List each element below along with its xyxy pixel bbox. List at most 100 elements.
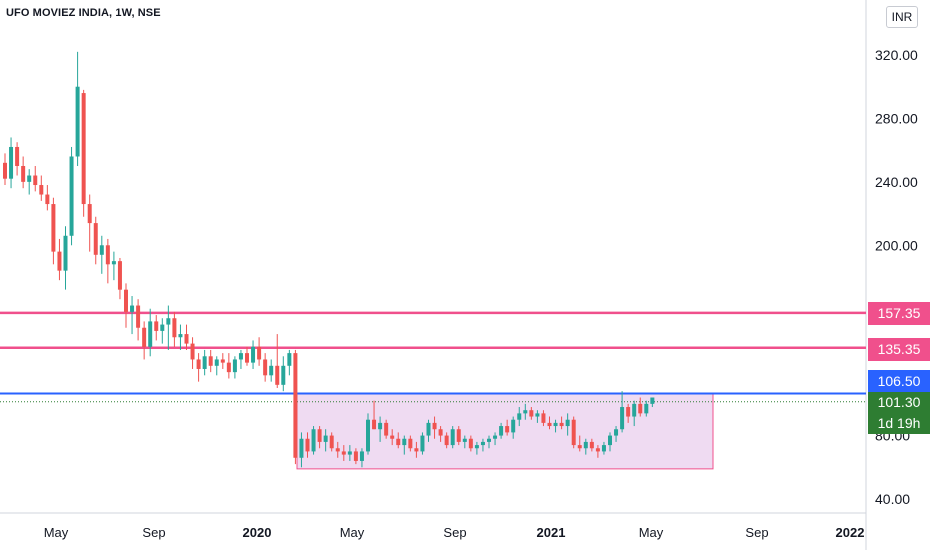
price-tick-label: 320.00 xyxy=(875,47,918,63)
candle-body xyxy=(553,422,558,427)
candle xyxy=(323,429,328,452)
candle-body xyxy=(57,251,62,271)
candle-body xyxy=(559,422,564,427)
candle xyxy=(299,432,304,468)
candle xyxy=(414,441,419,458)
candle-body xyxy=(238,353,243,360)
candle xyxy=(372,400,377,430)
candle-body xyxy=(529,410,534,417)
candle xyxy=(353,448,358,465)
candle-body xyxy=(426,422,431,436)
candle-body xyxy=(21,166,26,182)
candle-body xyxy=(353,451,358,461)
candle xyxy=(529,407,534,420)
candle xyxy=(245,346,249,366)
candle-body xyxy=(75,86,80,157)
candle xyxy=(214,356,219,376)
candle xyxy=(384,419,389,439)
candle-body xyxy=(69,156,74,236)
candle xyxy=(178,324,183,350)
candle xyxy=(142,321,147,360)
candle-body xyxy=(311,429,316,452)
candle xyxy=(462,435,467,449)
candle xyxy=(184,324,189,350)
candle xyxy=(136,299,141,341)
candle xyxy=(583,438,588,455)
candle-body xyxy=(208,356,213,366)
candle xyxy=(378,416,383,442)
candle-body xyxy=(487,438,491,442)
time-tick-label: Sep xyxy=(745,525,768,540)
candle-body xyxy=(136,305,141,328)
candle xyxy=(480,438,485,452)
candle-body xyxy=(3,162,7,179)
candle xyxy=(366,413,370,455)
candle-body xyxy=(601,445,606,452)
candle xyxy=(57,238,62,281)
candle-body xyxy=(626,407,631,417)
symbol-title: UFO MOVIEZ INDIA, 1W, NSE xyxy=(6,7,161,19)
candle xyxy=(154,315,159,341)
candle-body xyxy=(390,435,395,439)
candle-body xyxy=(124,289,128,312)
range-box[interactable] xyxy=(296,393,714,470)
currency-button[interactable]: INR xyxy=(886,6,918,28)
time-axis-labels: May Sep 2020 May Sep 2021 May Sep 2022 xyxy=(44,525,865,540)
candle xyxy=(287,349,292,376)
time-tick-label: 2020 xyxy=(243,525,272,540)
candle xyxy=(148,308,153,357)
candle xyxy=(281,356,286,392)
candle-body xyxy=(384,422,389,436)
price-tag-106: 106.50 xyxy=(868,370,930,393)
last-price-value: 101.30 xyxy=(877,394,921,410)
candle-body xyxy=(402,438,407,446)
candle-body xyxy=(480,441,485,446)
candle-body xyxy=(547,422,552,427)
time-tick-label: 2022 xyxy=(836,525,865,540)
candle xyxy=(81,89,86,217)
candle-body xyxy=(432,422,437,430)
candle-body xyxy=(583,441,588,449)
candle-body xyxy=(232,359,237,373)
candle xyxy=(39,175,44,201)
candle xyxy=(93,216,98,265)
candle-body xyxy=(511,419,516,433)
candle-body xyxy=(166,318,171,325)
candle xyxy=(632,400,637,427)
candle xyxy=(444,432,449,449)
price-tag-157: 157.35 xyxy=(868,302,930,325)
candle xyxy=(638,397,643,417)
candle xyxy=(117,257,122,300)
candle-body xyxy=(130,305,135,312)
candle xyxy=(408,435,413,452)
candle-body xyxy=(63,235,68,271)
candle xyxy=(359,448,364,468)
candle-body xyxy=(329,435,334,449)
candle-body xyxy=(226,362,231,373)
bar-countdown: 1d 19h xyxy=(877,415,921,431)
candle xyxy=(487,435,491,449)
candle xyxy=(293,349,298,465)
time-tick-label: Sep xyxy=(142,525,165,540)
candle-body xyxy=(245,353,249,363)
candle xyxy=(626,403,631,423)
candle-body xyxy=(184,334,189,344)
candle-body xyxy=(517,413,522,420)
candle-body xyxy=(408,438,413,449)
candle-body xyxy=(565,419,570,427)
candle-body xyxy=(499,426,504,436)
candle xyxy=(523,403,528,420)
candle xyxy=(608,432,612,452)
candle-body xyxy=(335,448,340,452)
candle xyxy=(263,353,268,382)
candle xyxy=(347,445,352,461)
candle xyxy=(511,416,516,439)
candle xyxy=(99,235,104,274)
candle-body xyxy=(456,429,461,442)
candle-body xyxy=(178,334,183,338)
candle xyxy=(553,419,558,433)
candle xyxy=(27,169,32,195)
candle-body xyxy=(87,204,92,224)
candles-group xyxy=(3,51,655,468)
